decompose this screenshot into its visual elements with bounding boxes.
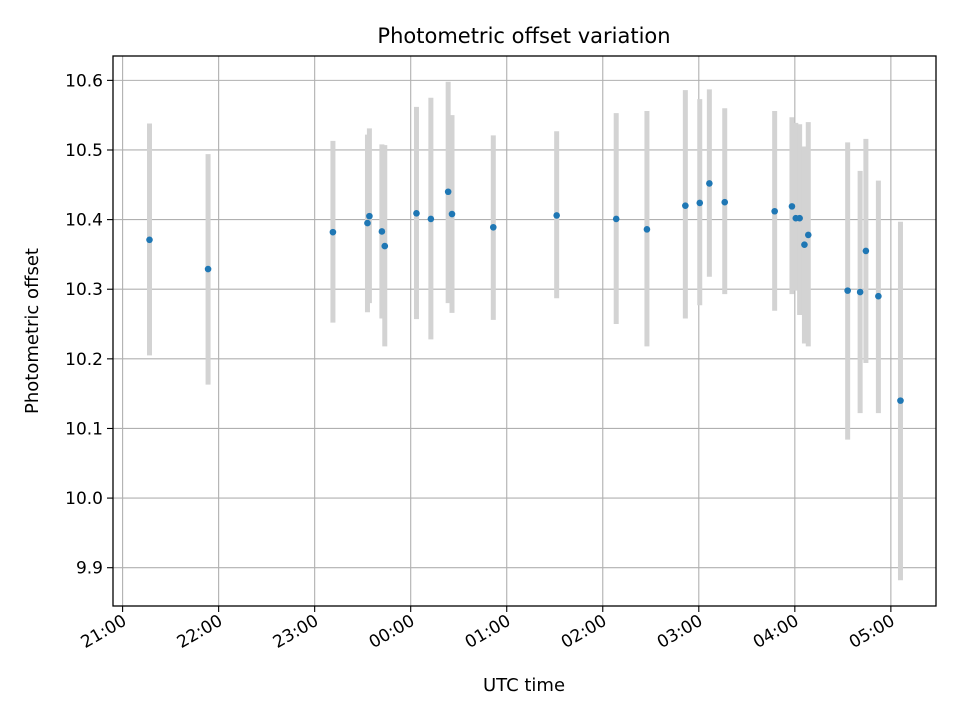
grid-lines [113,56,936,606]
y-tick-label: 10.1 [65,419,103,439]
data-point [204,265,212,273]
data-point [862,247,870,255]
y-tick-label: 10.5 [65,141,103,161]
data-point [427,215,435,223]
y-axis-label: Photometric offset [22,248,43,414]
data-point [897,397,904,404]
data-point [612,215,620,223]
x-tick-label: 02:00 [558,611,610,653]
data-point [448,210,456,218]
plot-frame [112,55,937,607]
x-tick-label: 23:00 [270,611,322,653]
data-point [721,198,729,206]
x-tick-label: 05:00 [846,611,898,653]
x-tick-label: 22:00 [174,611,226,653]
data-points [146,180,904,404]
x-tick-label: 21:00 [78,611,130,653]
x-tick-label: 03:00 [654,611,706,653]
data-point [329,228,337,236]
data-point [682,202,689,209]
data-point [146,236,153,244]
x-tick-label: 00:00 [366,611,418,653]
y-tick-label: 10.2 [65,350,103,370]
error-bars [146,81,903,581]
data-point [364,219,371,227]
y-tick-label: 10.6 [65,71,103,91]
data-point [643,226,651,233]
data-point [706,180,713,187]
y-tick-label: 10.4 [65,211,103,231]
data-point [378,228,386,235]
data-point [771,207,778,215]
data-point [788,203,796,210]
data-point [413,210,420,217]
chart-title: Photometric offset variation [377,24,670,48]
data-point [696,199,704,207]
data-point [801,241,808,248]
y-tick-label: 10.3 [65,280,103,300]
data-point [856,288,864,296]
data-point [553,212,560,219]
data-point [804,231,812,239]
x-tick-label: 04:00 [750,611,802,653]
y-axis-ticks: 9.9 10.0 10.1 10.2 10.3 10.4 10.5 10.6 [65,71,113,579]
data-point [381,242,389,250]
y-tick-label: 10.0 [65,489,103,509]
data-point [844,287,851,294]
y-tick-label: 9.9 [76,559,103,579]
data-point [444,188,452,196]
x-axis-ticks: 21:00 22:00 23:00 00:00 01:00 02:00 03:00 04:00… [78,606,898,653]
data-point [796,214,803,222]
x-tick-label: 01:00 [462,611,514,653]
x-axis-label: UTC time [483,675,565,696]
data-point [489,223,497,231]
data-point [875,292,882,300]
data-point [366,212,373,220]
